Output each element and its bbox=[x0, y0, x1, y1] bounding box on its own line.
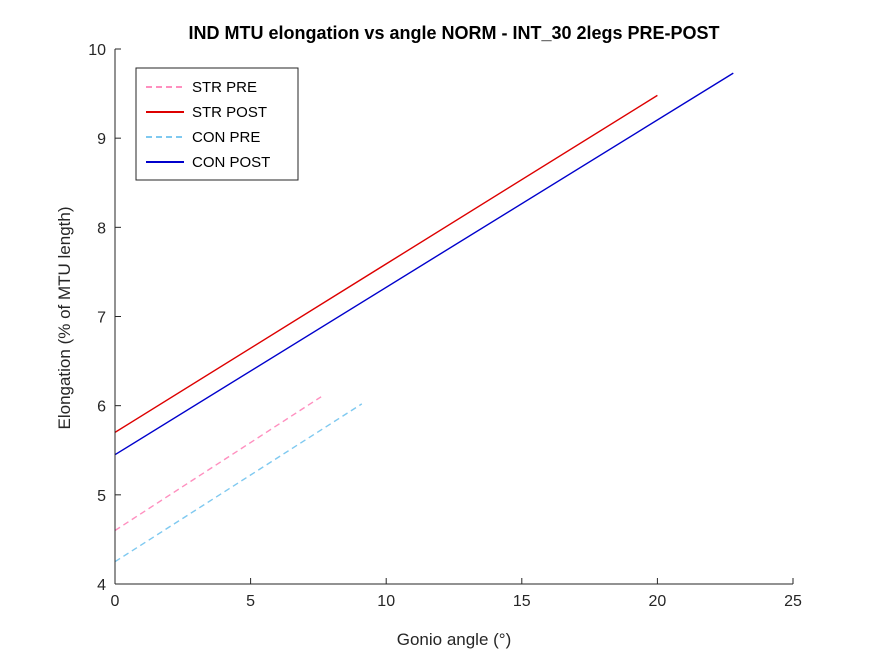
y-tick-label: 7 bbox=[97, 310, 106, 327]
x-axis-label: Gonio angle (°) bbox=[397, 630, 512, 649]
x-tick-label: 10 bbox=[377, 593, 395, 610]
y-tick-label: 5 bbox=[97, 488, 106, 505]
legend-label: CON POST bbox=[192, 154, 270, 171]
y-tick-label: 10 bbox=[88, 42, 106, 59]
y-tick-label: 9 bbox=[97, 131, 106, 148]
series-line-1 bbox=[114, 94, 658, 433]
x-tick-label: 5 bbox=[246, 593, 255, 610]
y-tick-label: 4 bbox=[97, 577, 106, 594]
legend-label: STR POST bbox=[192, 104, 267, 121]
y-tick-label: 8 bbox=[97, 220, 106, 237]
x-tick-label: 25 bbox=[784, 593, 802, 610]
y-tick-label: 6 bbox=[97, 399, 106, 416]
series-layer bbox=[114, 72, 734, 563]
x-tick-label: 0 bbox=[111, 593, 120, 610]
series-line-0 bbox=[114, 396, 322, 532]
x-tick-label: 15 bbox=[513, 593, 531, 610]
x-tick-label: 20 bbox=[649, 593, 667, 610]
series-line-3 bbox=[114, 72, 734, 456]
ticks-layer: 0 5 10 15 20 25 4 5 6 7 8 9 10 bbox=[88, 42, 802, 610]
series-line-2 bbox=[114, 403, 363, 563]
y-axis-label: Elongation (% of MTU length) bbox=[55, 207, 74, 430]
chart-title: IND MTU elongation vs angle NORM - INT_3… bbox=[188, 23, 719, 43]
legend-label: CON PRE bbox=[192, 129, 260, 146]
legend-label: STR PRE bbox=[192, 79, 257, 96]
legend: STR PRE STR POST CON PRE CON POST bbox=[135, 67, 299, 181]
